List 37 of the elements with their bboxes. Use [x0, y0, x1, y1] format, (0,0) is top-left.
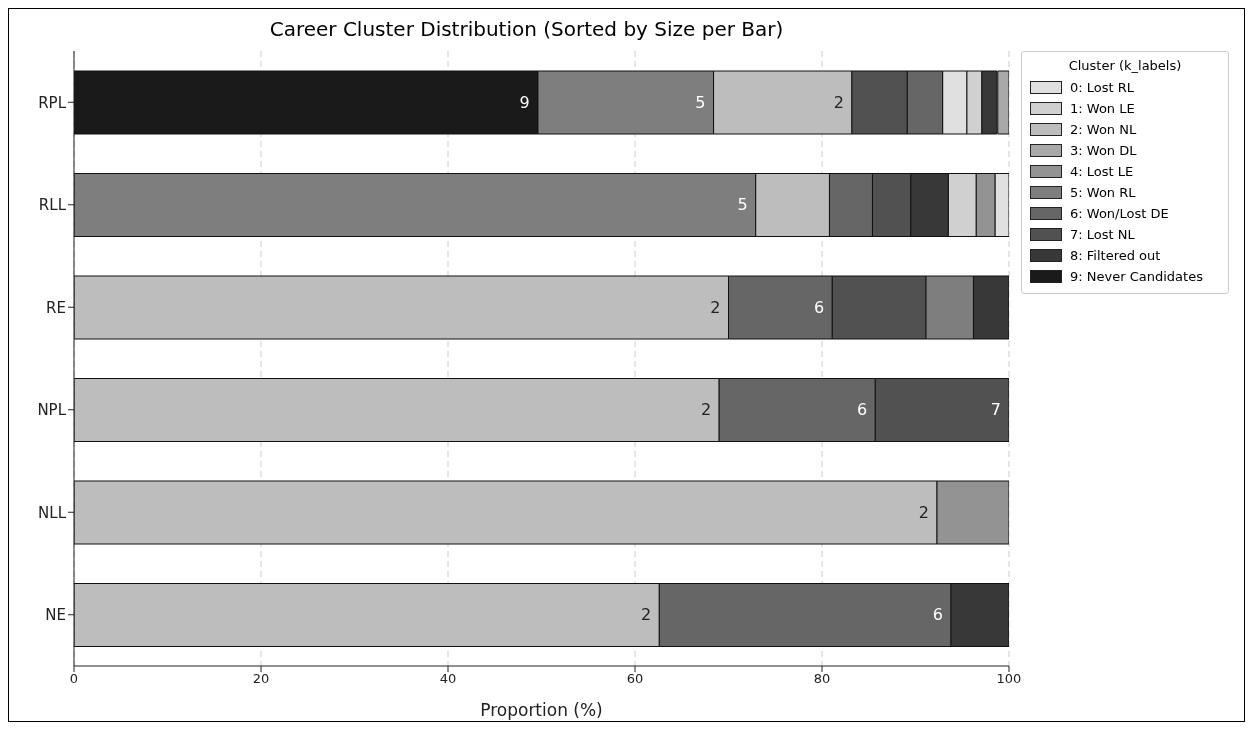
annotation: 5: [695, 92, 706, 112]
x-axis-title: Proportion (%): [480, 700, 603, 720]
y-tick-label: NPL: [37, 401, 67, 420]
annotation: 6: [857, 400, 868, 420]
annotation: 7: [990, 400, 1001, 420]
x-tick-label: 80: [813, 671, 831, 687]
annotation: 2: [700, 400, 712, 420]
annotation: 9: [519, 92, 530, 112]
x-tick-label: 60: [626, 671, 644, 687]
legend-label: 9: Never Candidates: [1070, 269, 1203, 284]
x-tick-label: 0: [69, 671, 79, 687]
legend-label: 1: Won LE: [1070, 101, 1135, 116]
legend-label: 5: Won RL: [1070, 185, 1136, 200]
legend-label: 2: Won NL: [1070, 122, 1137, 137]
y-tick-label: RLL: [38, 196, 67, 215]
y-tick-label: NLL: [38, 503, 67, 522]
annotation: 6: [932, 605, 944, 625]
legend-title: Cluster (k_labels): [1067, 58, 1183, 73]
legend-label: 4: Lost LE: [1070, 164, 1134, 179]
annotation: 2: [833, 92, 844, 112]
annotation: 2: [918, 502, 930, 522]
x-tick-label: 40: [439, 671, 457, 687]
annotation: 2: [641, 605, 652, 625]
y-tick-label: RE: [46, 298, 66, 317]
annotation: 2: [710, 297, 721, 317]
y-tick-label: NE: [45, 606, 66, 625]
annotation: 5: [737, 195, 748, 215]
x-tick-label: 20: [252, 671, 270, 687]
legend-label: 8: Filtered out: [1070, 248, 1161, 263]
y-tick-label: RPL: [38, 93, 67, 112]
legend-label: 3: Won DL: [1070, 143, 1137, 158]
annotation: 6: [814, 297, 825, 317]
chart-title: Career Cluster Distribution (Sorted by Size per Bar): [268, 17, 785, 41]
x-tick-label: 100: [996, 671, 1022, 687]
legend-label: 7: Lost NL: [1070, 227, 1135, 242]
legend-label: 0: Lost RL: [1070, 80, 1135, 95]
legend-label: 6: Won/Lost DE: [1070, 206, 1169, 221]
